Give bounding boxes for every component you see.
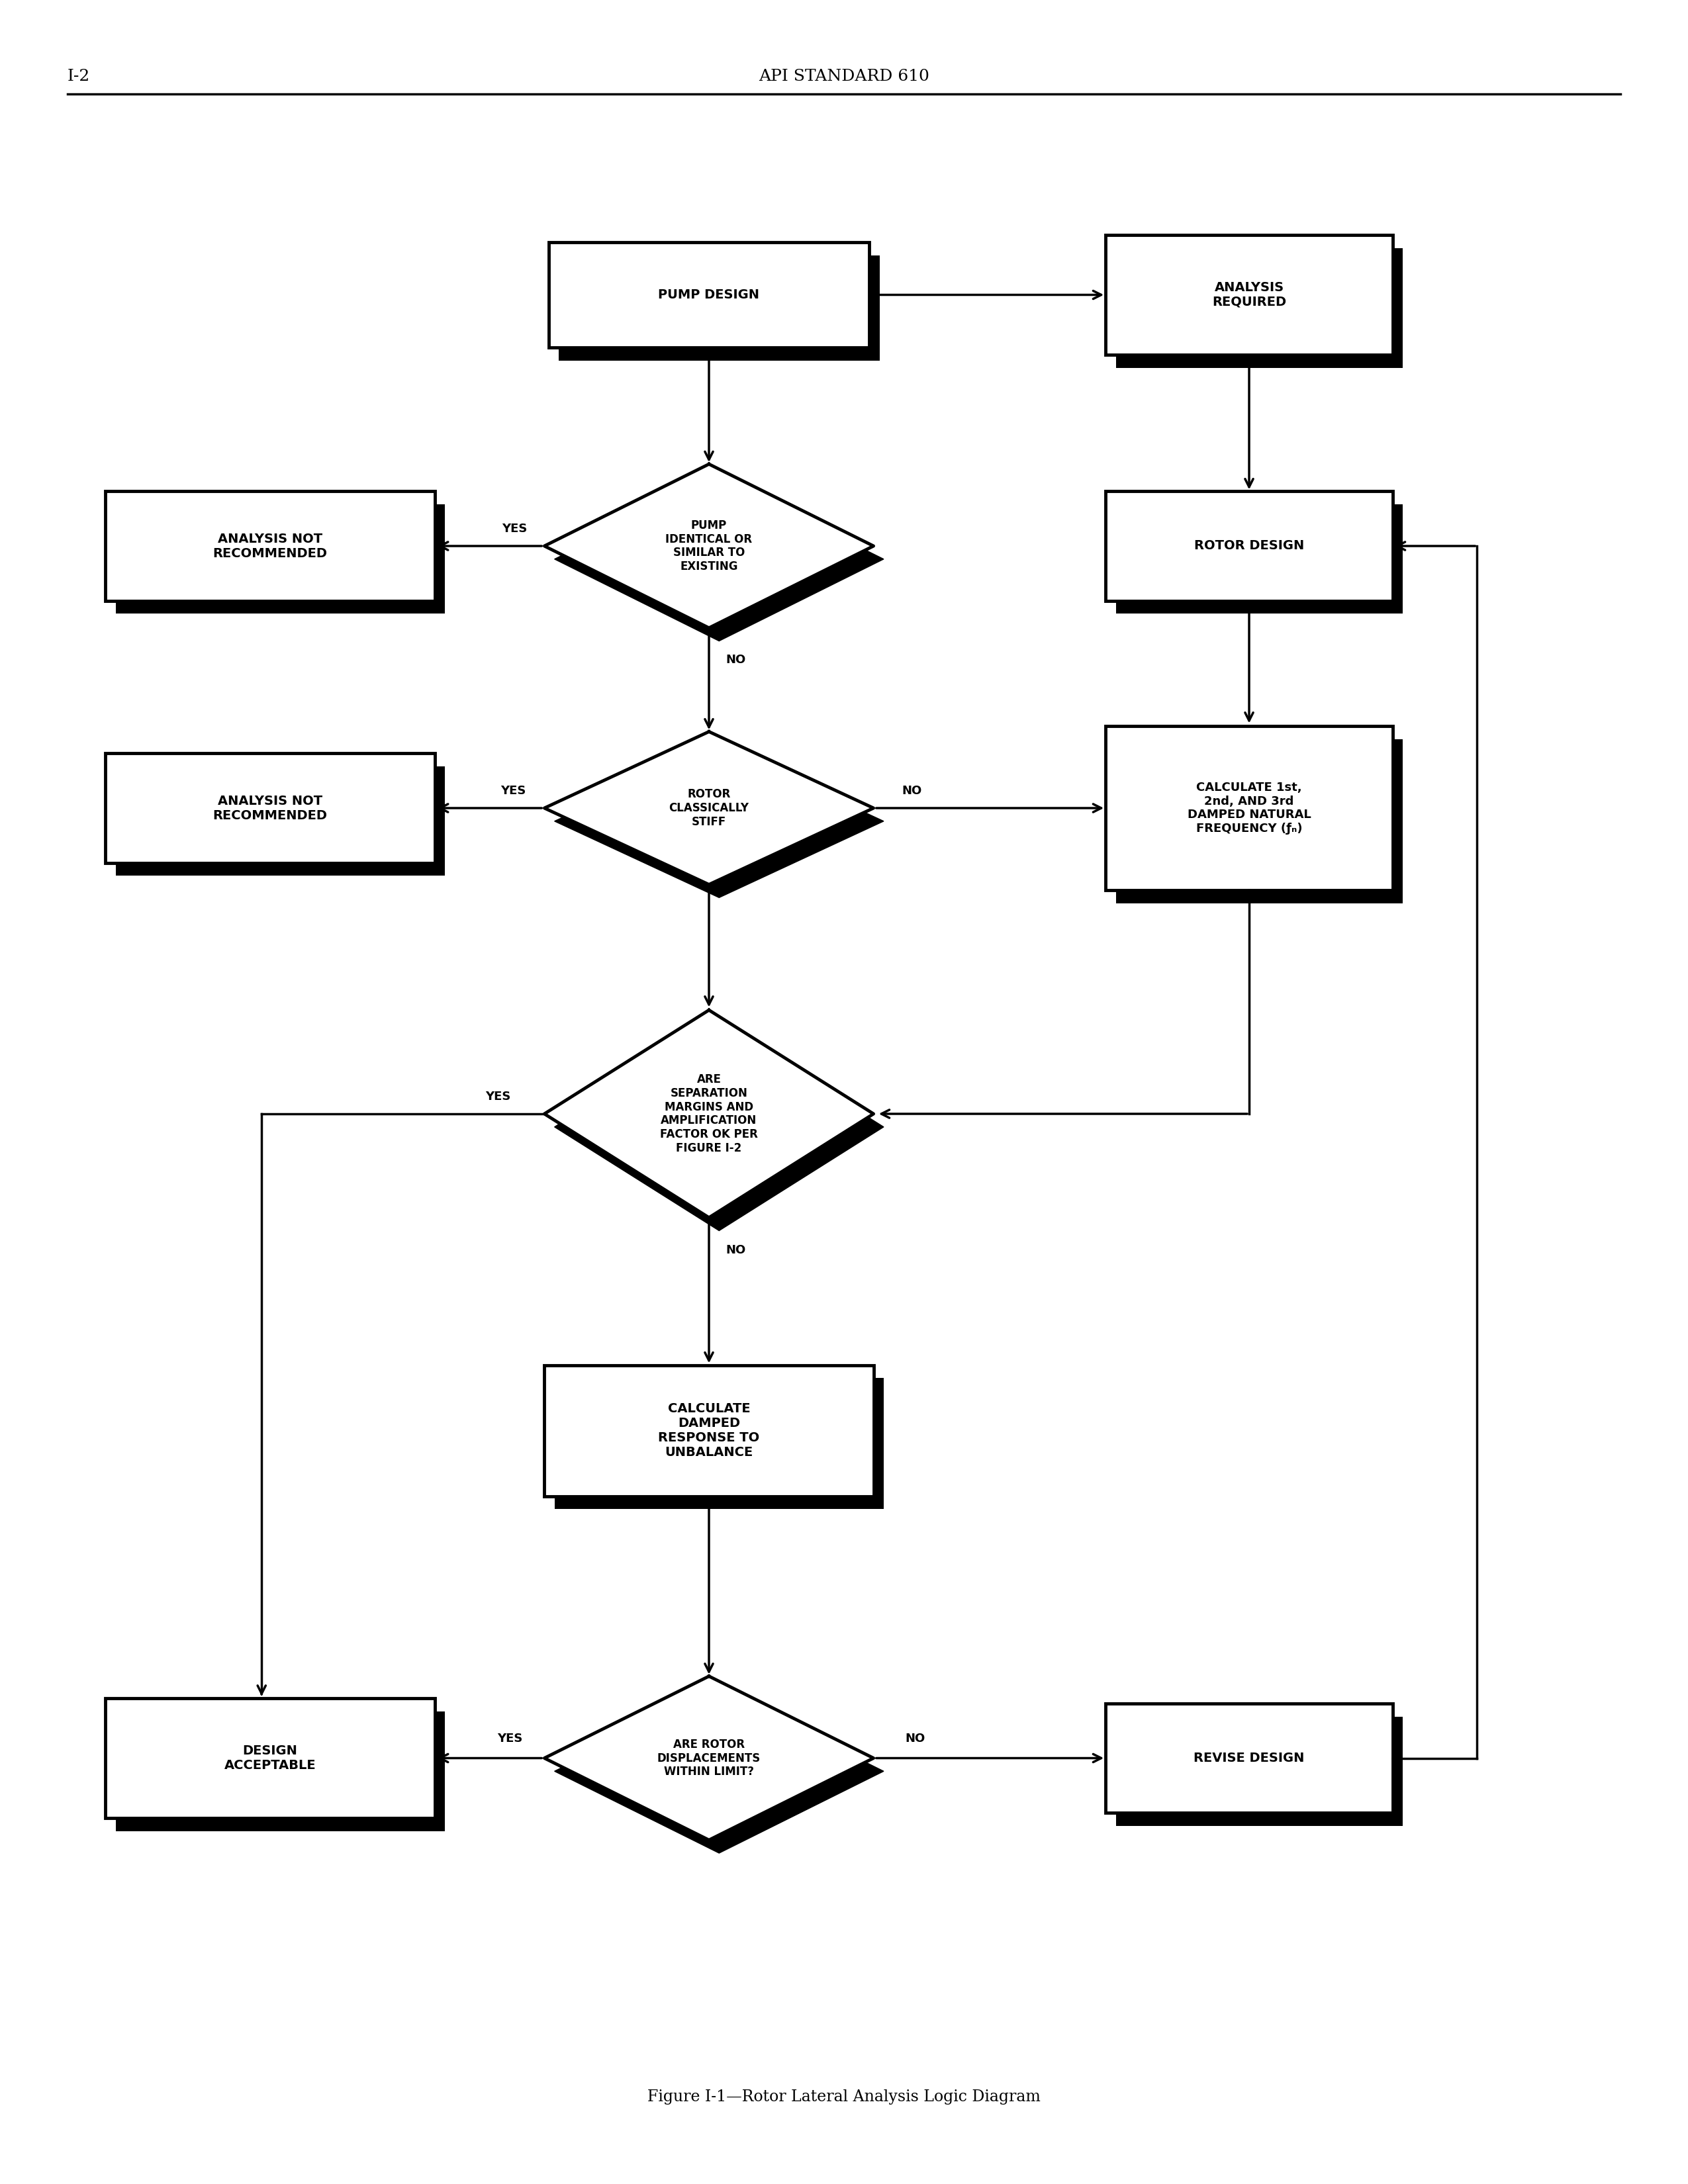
Bar [1116,1717,1403,1826]
Bar [105,753,436,863]
Bar [544,1365,874,1496]
Text: API STANDARD 610: API STANDARD 610 [758,70,930,83]
Bar [1106,236,1393,354]
Bar [554,1378,885,1509]
Polygon shape [544,1009,874,1219]
Bar [549,242,869,347]
Text: YES: YES [501,522,528,535]
Text: NO: NO [726,1245,746,1256]
Text: CALCULATE 1st,
2nd, AND 3rd
DAMPED NATURAL
FREQUENCY (ƒₙ): CALCULATE 1st, 2nd, AND 3rd DAMPED NATUR… [1187,782,1312,834]
Text: I-2: I-2 [68,70,89,83]
Bar [1116,738,1403,904]
Text: YES: YES [500,784,527,797]
Bar [1106,725,1393,891]
Bar [105,1699,436,1817]
Polygon shape [554,1022,885,1232]
Text: ARE
SEPARATION
MARGINS AND
AMPLIFICATION
FACTOR OK PER
FIGURE I-2: ARE SEPARATION MARGINS AND AMPLIFICATION… [660,1075,758,1153]
Text: ROTOR
CLASSICALLY
STIFF: ROTOR CLASSICALLY STIFF [668,788,749,828]
Text: NO: NO [901,784,922,797]
Text: DESIGN
ACCEPTABLE: DESIGN ACCEPTABLE [225,1745,316,1771]
Bar [115,767,444,876]
Text: PUMP DESIGN: PUMP DESIGN [658,288,760,301]
Bar [115,505,444,614]
Text: REVISE DESIGN: REVISE DESIGN [1193,1752,1305,1765]
Bar [115,1712,444,1830]
Text: ANALYSIS NOT
RECOMMENDED: ANALYSIS NOT RECOMMENDED [213,795,327,821]
Bar [105,491,436,601]
Text: ROTOR DESIGN: ROTOR DESIGN [1193,539,1305,553]
Polygon shape [544,732,874,885]
Bar [1106,1704,1393,1813]
Text: NO: NO [726,653,746,666]
Text: YES: YES [496,1732,523,1745]
Text: ANALYSIS
REQUIRED: ANALYSIS REQUIRED [1212,282,1286,308]
Text: CALCULATE
DAMPED
RESPONSE TO
UNBALANCE: CALCULATE DAMPED RESPONSE TO UNBALANCE [658,1402,760,1459]
Bar [559,256,879,360]
Text: YES: YES [484,1090,511,1103]
Polygon shape [544,1677,874,1839]
Polygon shape [554,1690,885,1852]
Text: Figure I-1—Rotor Lateral Analysis Logic Diagram: Figure I-1—Rotor Lateral Analysis Logic … [648,2090,1040,2103]
Polygon shape [554,478,885,640]
Text: NO: NO [905,1732,925,1745]
Text: PUMP
IDENTICAL OR
SIMILAR TO
EXISTING: PUMP IDENTICAL OR SIMILAR TO EXISTING [665,520,753,572]
Text: ANALYSIS NOT
RECOMMENDED: ANALYSIS NOT RECOMMENDED [213,533,327,559]
Text: ARE ROTOR
DISPLACEMENTS
WITHIN LIMIT?: ARE ROTOR DISPLACEMENTS WITHIN LIMIT? [657,1738,761,1778]
Polygon shape [554,745,885,898]
Bar [1116,505,1403,614]
Polygon shape [544,465,874,629]
Bar [1116,247,1403,367]
Bar [1106,491,1393,601]
